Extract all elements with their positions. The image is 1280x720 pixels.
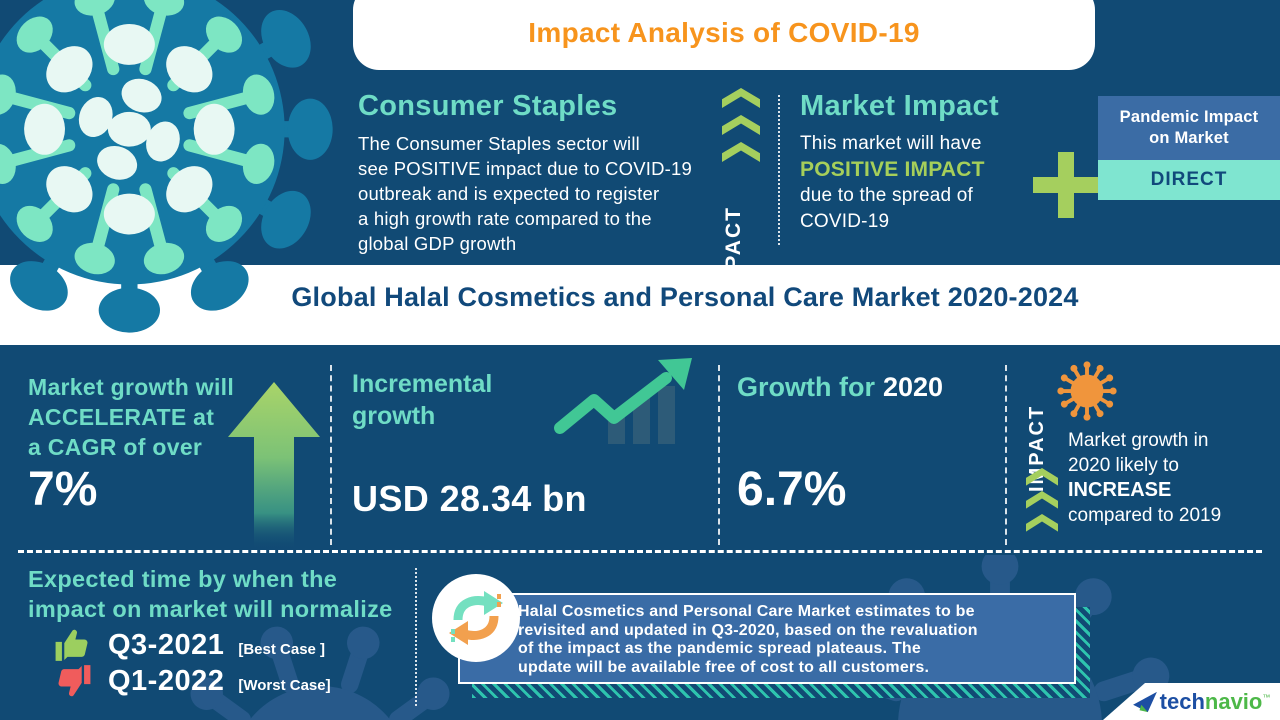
coronavirus-orange-icon: [1057, 361, 1117, 421]
worst-case-label: [Worst Case]: [238, 676, 331, 694]
chevron-up-icon: [1026, 491, 1058, 509]
growth-arrow-up-icon: [228, 382, 320, 550]
sector-description: The Consumer Staples sector will see POS…: [358, 131, 708, 256]
notice-line: update will be available free of cost to…: [518, 658, 930, 676]
growth-2020-value: 6.7%: [737, 463, 847, 516]
virus-silhouette-icon: [190, 626, 450, 720]
thumbs-up-icon: [55, 629, 88, 661]
cagr-line: Market growth will: [28, 374, 235, 400]
refresh-arrows-icon: [449, 591, 503, 645]
banner-title: Impact Analysis of COVID-19: [528, 17, 920, 48]
cagr-value: 7%: [28, 463, 98, 516]
trademark-symbol: ™: [1262, 693, 1271, 702]
banner-title-box: Impact Analysis of COVID-19: [353, 0, 1095, 70]
best-case-value: Q3-2021: [108, 628, 225, 661]
growth-2020-heading: Growth for 2020: [737, 372, 943, 403]
divider: [718, 365, 720, 545]
growth-2020-label: Growth for: [737, 372, 875, 402]
sector-line: a high growth rate compared to the: [358, 208, 652, 229]
incremental-growth-value: USD 28.34 bn: [352, 478, 587, 519]
cagr-line: a CAGR of over: [28, 434, 203, 460]
plus-icon: [1033, 152, 1099, 218]
increase-highlight: INCREASE: [1068, 479, 1172, 501]
trend-chart-icon: [554, 358, 692, 444]
incremental-line: Incremental: [352, 370, 493, 398]
chevron-up-icon: [722, 115, 760, 135]
upward-chevrons-icon: [1026, 468, 1058, 536]
impact-2020-statement: Market growth in 2020 likely to INCREASE…: [1068, 428, 1278, 528]
pandemic-impact-panel: Pandemic Impact on Market DIRECT: [1098, 96, 1280, 200]
brand-name-part2: navio: [1204, 688, 1263, 714]
thumbs-down-icon: [58, 665, 91, 697]
normalize-heading-line: impact on market will normalize: [28, 596, 393, 622]
incremental-line: growth: [352, 402, 436, 430]
brand-name-part1: tech: [1159, 688, 1205, 714]
worst-case-value: Q1-2022: [108, 664, 225, 697]
sector-line: global GDP growth: [358, 233, 517, 254]
incremental-growth-heading: Incremental growth: [352, 368, 492, 432]
market-impact-line: This market will have: [800, 133, 982, 154]
divider: [1005, 365, 1007, 545]
upward-chevrons-icon: [722, 88, 760, 167]
pandemic-title-line: on Market: [1149, 129, 1229, 147]
positive-impact-highlight: POSITIVE IMPACT: [800, 158, 985, 181]
divider: [778, 95, 780, 245]
market-impact-line: COVID-19: [800, 211, 890, 232]
divider: [330, 365, 332, 545]
sector-line: outbreak and is expected to register: [358, 183, 660, 204]
chevron-up-icon: [722, 142, 760, 162]
chevron-up-icon: [1026, 514, 1058, 532]
market-impact-heading: Market Impact: [800, 90, 999, 122]
technavio-logo-icon: [1132, 691, 1157, 712]
impact-2020-line: Market growth in: [1068, 430, 1209, 451]
pandemic-impact-value: DIRECT: [1098, 160, 1280, 200]
sector-heading: Consumer Staples: [358, 90, 618, 122]
coronavirus-illustration-icon: [0, 0, 333, 333]
sector-line: The Consumer Staples sector will: [358, 133, 640, 154]
pandemic-panel-title: Pandemic Impact on Market: [1098, 96, 1280, 160]
notice-line: of the impact as the pandemic spread pla…: [518, 640, 921, 657]
impact-2020-line: compared to 2019: [1068, 505, 1222, 526]
best-case-label: [Best Case ]: [238, 640, 326, 658]
normalize-heading-line: Expected time by when the: [28, 566, 338, 592]
market-impact-block: Market Impact This market will have POSI…: [800, 90, 1050, 235]
pandemic-title-line: Pandemic Impact: [1119, 108, 1259, 126]
worst-case-row: Q1-2022 [Worst Case]: [52, 662, 331, 700]
growth-2020-year: 2020: [882, 372, 944, 402]
normalize-heading: Expected time by when the impact on mark…: [28, 564, 393, 624]
refresh-badge: [432, 574, 520, 662]
sector-impact-block: Consumer Staples The Consumer Staples se…: [358, 90, 708, 256]
divider: [415, 568, 417, 706]
market-impact-description: This market will have POSITIVE IMPACT du…: [800, 131, 1050, 235]
cagr-line: ACCELERATE at: [28, 404, 215, 430]
impact-2020-line: 2020 likely to: [1068, 455, 1179, 476]
page-title: Global Halal Cosmetics and Personal Care…: [291, 282, 1079, 312]
divider: [18, 550, 1262, 553]
best-case-row: Q3-2021 [Best Case ]: [52, 626, 325, 664]
sector-line: see POSITIVE impact due to COVID-19: [358, 158, 692, 179]
notice-line: Halal Cosmetics and Personal Care Market…: [518, 603, 975, 620]
chevron-up-icon: [1026, 468, 1058, 486]
notice-line: revisited and updated in Q3-2020, based …: [518, 621, 978, 639]
update-notice-box: Halal Cosmetics and Personal Care Market…: [458, 593, 1076, 684]
chevron-up-icon: [722, 88, 760, 108]
cagr-statement: Market growth will ACCELERATE at a CAGR …: [28, 372, 234, 462]
market-impact-line: due to the spread of: [800, 185, 974, 206]
